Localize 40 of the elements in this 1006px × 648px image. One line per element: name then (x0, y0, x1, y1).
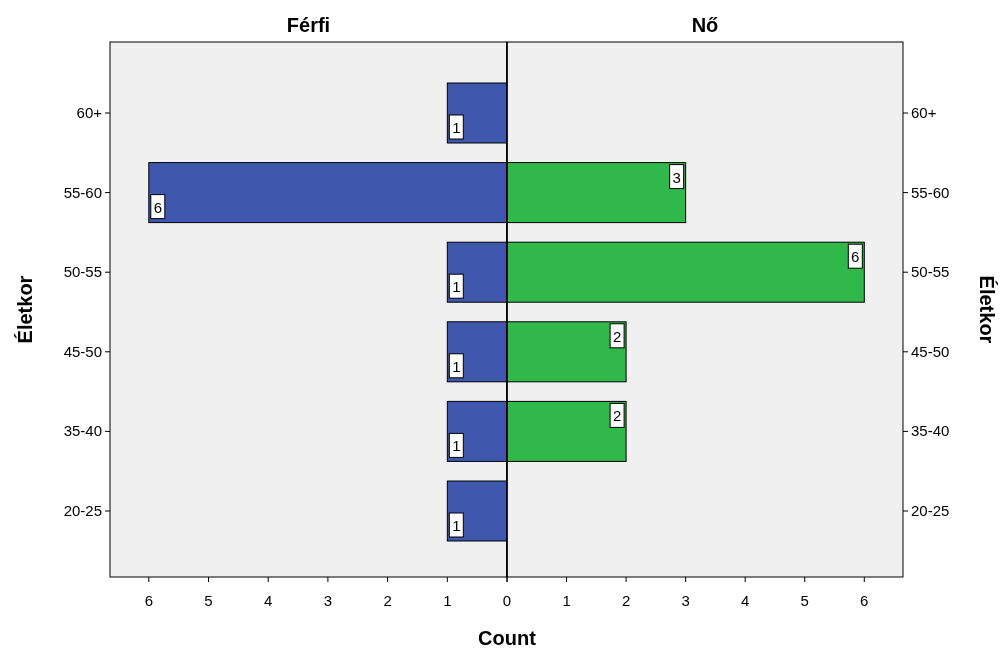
data-label: 2 (612, 407, 622, 425)
x-tick-label: 1 (443, 592, 452, 609)
data-label: 6 (153, 198, 162, 216)
y-tick-label: 50-55 (63, 263, 102, 281)
data-label: 1 (452, 119, 461, 136)
x-tick-label: 2 (383, 592, 392, 609)
x-tick-label: 3 (323, 592, 333, 609)
y-tick-label: 60+ (76, 104, 103, 121)
y-tick-label: 35-40 (911, 422, 950, 440)
x-tick-label: 5 (800, 592, 809, 609)
y-tick-label: 45-50 (911, 342, 950, 360)
y-tick-label: 35-40 (63, 422, 102, 440)
x-tick-label: 4 (264, 592, 273, 609)
x-tick-label: 1 (562, 592, 571, 609)
data-label: 3 (672, 168, 681, 186)
chart-title: Férfi (286, 14, 331, 36)
y-axis-title: Életkor (976, 275, 998, 344)
data-label: 1 (452, 278, 461, 296)
x-tick-label: 6 (144, 592, 153, 609)
y-tick-label: 20-25 (911, 502, 950, 519)
y-tick-label: 55-60 (63, 183, 102, 201)
y-axis-title: Életkor (14, 275, 36, 344)
data-label: 1 (452, 357, 461, 375)
x-tick-label: 5 (204, 592, 213, 609)
data-label: 2 (612, 327, 622, 345)
data-label: 1 (452, 437, 461, 455)
chart-title: Nő (691, 14, 719, 36)
y-tick-label: 50-55 (911, 263, 950, 281)
x-tick-label: 3 (681, 592, 690, 609)
y-tick-label: 60+ (911, 104, 937, 121)
y-tick-label: 55-60 (911, 183, 950, 201)
data-label: 1 (452, 517, 461, 534)
x-tick-label: 2 (621, 592, 631, 609)
x-tick-label: 0 (502, 592, 512, 609)
y-tick-label: 45-50 (63, 342, 102, 360)
y-tick-label: 20-25 (63, 502, 102, 519)
x-tick-label: 4 (741, 592, 750, 609)
data-label: 6 (851, 248, 860, 266)
x-axis-title: Count (478, 627, 537, 648)
x-tick-label: 6 (860, 592, 869, 609)
